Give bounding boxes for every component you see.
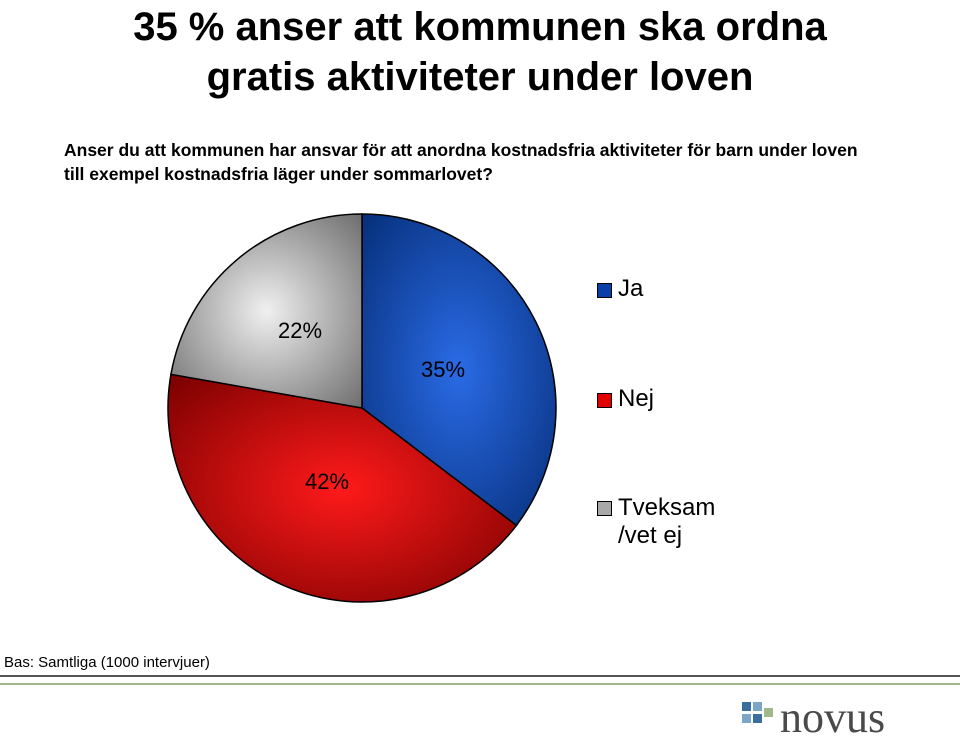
pie-slice-tveksam <box>170 213 363 409</box>
legend-label-tveksam: Tveksam /vet ej <box>618 494 715 550</box>
divider-green <box>0 683 960 685</box>
title-line-1: 35 % anser att kommunen ska ordna <box>133 5 827 49</box>
data-label-nej: 42% <box>305 469 349 494</box>
pie-chart: 35% 42% 22% <box>167 213 557 603</box>
data-label-ja: 35% <box>421 357 465 382</box>
survey-question: Anser du att kommunen har ansvar för att… <box>64 138 954 186</box>
legend-label-tveksam-line1: Tveksam <box>618 494 716 521</box>
logo-wordmark: novus <box>780 698 885 738</box>
legend-label-ja: Ja <box>618 275 644 302</box>
novus-logo: novus <box>742 698 885 738</box>
legend-label-tveksam-line2: /vet ej <box>618 522 683 549</box>
legend-swatch-ja <box>597 283 612 298</box>
question-line-2: till exempel kostnadsfria läger under so… <box>64 164 493 184</box>
divider-dark <box>0 675 960 677</box>
legend-swatch-nej <box>597 393 612 408</box>
title-line-2: gratis aktiviteter under loven <box>206 55 754 99</box>
data-label-tveksam: 22% <box>278 318 322 343</box>
pie-slice-ja <box>361 213 557 527</box>
legend-label-nej: Nej <box>618 385 655 412</box>
chart-title: 35 % anser att kommunen ska ordna gratis… <box>40 2 920 102</box>
legend-swatch-tveksam <box>597 501 612 516</box>
base-note: Bas: Samtliga (1000 intervjuer) <box>4 654 210 671</box>
question-line-1: Anser du att kommunen har ansvar för att… <box>64 140 858 160</box>
pie-slice-nej <box>167 373 518 603</box>
